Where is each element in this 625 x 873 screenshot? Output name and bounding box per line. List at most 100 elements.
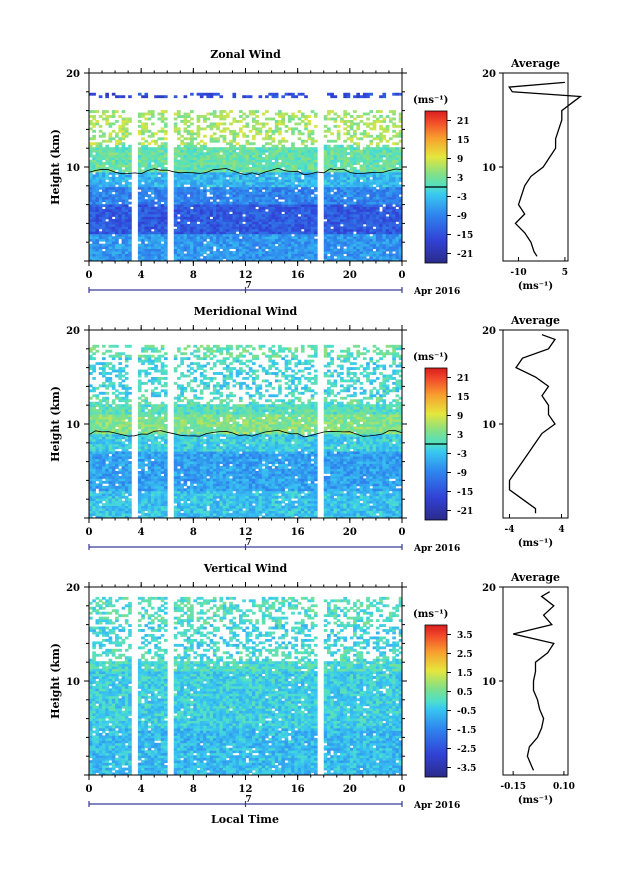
heatmap-cell xyxy=(327,127,331,131)
heatmap-cell xyxy=(232,154,237,158)
heatmap-cell xyxy=(180,236,184,240)
heatmap-cell xyxy=(229,231,233,235)
heatmap-cell xyxy=(98,152,103,156)
heatmap-cell xyxy=(375,167,380,170)
heatmap-cell xyxy=(141,216,145,220)
heatmap-cell xyxy=(183,204,188,207)
heatmap-cell xyxy=(385,204,390,207)
heatmap-cell xyxy=(108,513,113,516)
heatmap-cell xyxy=(128,191,132,195)
heatmap-cell xyxy=(173,186,178,190)
heatmap-cell xyxy=(196,194,201,198)
heatmap-cell xyxy=(186,164,191,168)
heatmap-cell xyxy=(157,223,162,227)
heatmap-cell xyxy=(382,209,387,212)
heatmap-cell xyxy=(245,171,250,175)
heatmap-cell xyxy=(144,149,149,153)
heatmap-cell xyxy=(219,243,224,247)
heatmap-cell xyxy=(163,199,168,203)
heatmap-cell xyxy=(375,223,380,227)
heatmap-cell xyxy=(183,122,188,126)
heatmap-cell xyxy=(150,513,155,516)
heatmap-cell xyxy=(150,515,155,519)
heatmap-cell xyxy=(258,251,263,254)
heatmap-cell xyxy=(115,513,119,516)
heatmap-cell xyxy=(327,216,331,220)
heatmap-cell xyxy=(92,162,96,165)
heatmap-cell xyxy=(379,221,383,225)
heatmap-cell xyxy=(382,216,387,220)
heatmap-cell xyxy=(362,228,367,232)
heatmap-cell xyxy=(252,206,256,210)
heatmap-cell xyxy=(160,204,165,207)
heatmap-cell xyxy=(346,201,351,205)
heatmap-cell xyxy=(89,256,93,259)
heatmap-cell xyxy=(163,233,168,237)
heatmap-cell xyxy=(163,513,168,516)
heatmap-cell xyxy=(382,196,387,200)
heatmap-cell xyxy=(232,132,237,136)
heatmap-cell xyxy=(379,139,383,143)
heatmap-cell xyxy=(128,218,132,222)
heatmap-cell xyxy=(330,154,334,158)
heatmap-cell xyxy=(245,174,250,178)
heatmap-cell xyxy=(95,241,100,245)
heatmap-cell xyxy=(359,176,364,180)
heatmap-cell xyxy=(141,241,145,245)
heatmap-cell xyxy=(284,236,289,240)
heatmap-cell xyxy=(304,169,308,173)
heatmap-cell xyxy=(395,258,400,262)
heatmap-cell xyxy=(203,191,207,195)
heatmap-cell xyxy=(235,223,240,227)
heatmap-cell xyxy=(265,134,269,138)
heatmap-cell xyxy=(323,152,328,156)
heatmap-cell xyxy=(330,246,334,250)
heatmap-cell xyxy=(382,201,387,205)
heatmap-cell xyxy=(206,241,211,245)
heatmap-cell xyxy=(206,184,211,188)
heatmap-cell xyxy=(212,236,217,240)
heatmap-cell xyxy=(281,181,286,185)
heatmap-cell xyxy=(105,226,109,230)
heatmap-cell xyxy=(177,246,181,250)
heatmap-cell xyxy=(278,110,282,113)
heatmap-cell xyxy=(190,134,194,138)
heatmap-cell xyxy=(310,181,315,185)
heatmap-cell xyxy=(124,194,129,198)
heatmap-cell xyxy=(190,214,194,217)
heatmap-cell xyxy=(362,186,367,190)
heatmap-cell xyxy=(95,214,100,217)
heatmap-cell xyxy=(144,179,149,183)
heatmap-cell xyxy=(274,152,279,156)
heatmap-cell xyxy=(186,167,191,170)
heatmap-cell xyxy=(235,256,240,259)
heatmap-cell xyxy=(284,233,289,237)
heatmap-cell xyxy=(252,216,256,220)
heatmap-cell xyxy=(359,231,364,235)
heatmap-cell xyxy=(121,233,126,237)
heatmap-cell xyxy=(340,117,344,121)
heatmap-cell xyxy=(163,147,168,151)
heatmap-cell xyxy=(336,253,341,257)
heatmap-cell xyxy=(183,186,188,190)
heatmap-cell xyxy=(128,184,132,188)
heatmap-cell xyxy=(278,218,282,222)
heatmap-cell xyxy=(281,221,286,225)
heatmap-cell xyxy=(265,233,269,237)
heatmap-cell xyxy=(95,110,100,113)
heatmap-cell xyxy=(356,209,361,212)
heatmap-cell xyxy=(258,157,263,160)
heatmap-cell xyxy=(382,117,387,121)
heatmap-cell xyxy=(102,236,106,240)
heatmap-cell xyxy=(124,176,129,180)
heatmap-cell xyxy=(252,228,256,232)
heatmap-cell xyxy=(95,218,100,222)
heatmap-cell xyxy=(157,137,162,141)
heatmap-cell xyxy=(372,251,377,254)
heatmap-cell xyxy=(199,246,204,250)
heatmap-cell xyxy=(141,228,145,232)
heatmap-cell xyxy=(225,228,230,232)
heatmap-cell xyxy=(268,248,272,252)
heatmap-cell xyxy=(177,223,181,227)
heatmap-cell xyxy=(137,174,142,178)
